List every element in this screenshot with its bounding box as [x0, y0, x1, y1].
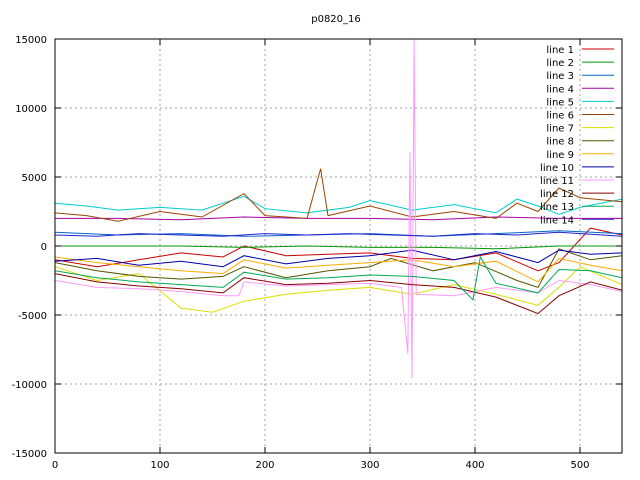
y-tick-label: 15000: [15, 35, 47, 46]
chart-title: p0820_16: [311, 14, 361, 25]
series-line-6: [55, 168, 622, 222]
plot-area: [55, 39, 622, 379]
x-tick-label: 0: [52, 460, 58, 471]
y-tick-label: 0: [41, 242, 47, 253]
series-line-13: [55, 255, 622, 301]
y-tick-label: -10000: [12, 380, 47, 391]
legend-label-7: line 7: [546, 124, 574, 135]
series-line-1: [55, 227, 622, 272]
series-line-4: [55, 216, 622, 221]
series-line-12: [55, 273, 622, 315]
series-line-9: [55, 256, 622, 283]
y-tick-label: 10000: [15, 104, 47, 115]
legend-label-1: line 1: [546, 45, 574, 56]
legend-label-8: line 8: [546, 137, 574, 148]
legend-label-14: line 14: [540, 215, 574, 226]
y-tick-label: 5000: [22, 173, 47, 184]
legend-label-2: line 2: [546, 58, 574, 69]
y-axis: -15000 -10000 -5000 0 5000 10000 15000: [12, 35, 622, 460]
legend-label-6: line 6: [546, 111, 574, 122]
x-tick-label: 300: [360, 460, 379, 471]
series-line-14: [55, 231, 622, 237]
legend-label-9: line 9: [546, 150, 574, 161]
legend-label-10: line 10: [540, 163, 574, 174]
series-line-11: [55, 39, 622, 379]
x-tick-label: 500: [570, 460, 589, 471]
x-tick-label: 200: [255, 460, 274, 471]
x-tick-label: 100: [150, 460, 169, 471]
legend-label-13: line 13: [540, 202, 574, 213]
x-axis: 0 100 200 300 400 500: [52, 39, 590, 471]
legend: line 1 line 2 line 3 line 4 line 5 line 6 line…: [540, 45, 614, 226]
legend-label-12: line 12: [540, 189, 574, 200]
legend-label-11: line 11: [540, 176, 574, 187]
series-line-10: [55, 249, 622, 268]
x-tick-label: 400: [465, 460, 484, 471]
y-tick-label: -5000: [18, 311, 47, 322]
series-line-2: [55, 245, 622, 250]
series-line-7: [55, 266, 622, 313]
legend-label-5: line 5: [546, 97, 574, 108]
legend-label-4: line 4: [546, 84, 574, 95]
legend-label-3: line 3: [546, 71, 574, 82]
y-tick-label: -15000: [12, 449, 47, 460]
